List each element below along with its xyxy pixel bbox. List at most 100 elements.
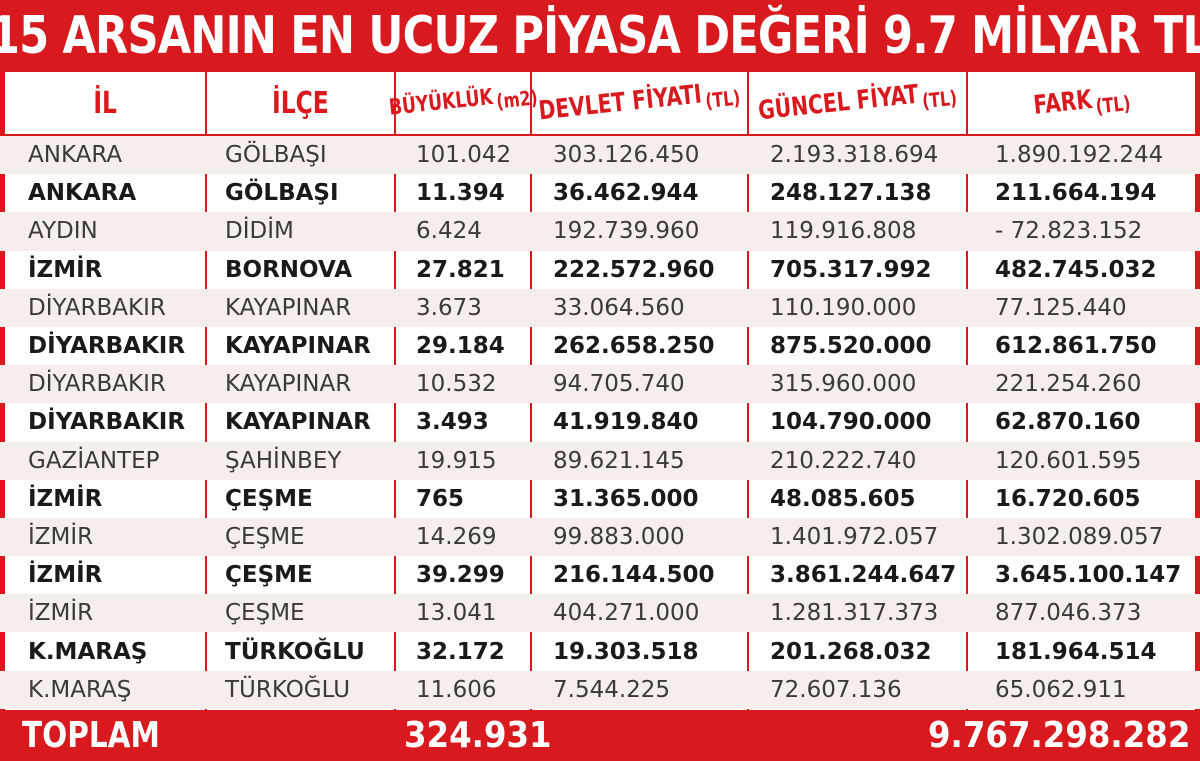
cell-ilce: KAYAPINAR bbox=[225, 409, 371, 436]
cell-devlet-fiyati: 99.883.000 bbox=[553, 523, 685, 550]
data-table: İL İLÇE BÜYÜKLÜK(m2) DEVLET FİYATI(TL) G… bbox=[0, 72, 1200, 710]
table-row: ANKARA GÖLBAŞI 11.394 36.462.944 248.127… bbox=[0, 174, 1200, 212]
cell-ilce: TÜRKOĞLU bbox=[225, 638, 365, 665]
cell-buyukluk: 11.394 bbox=[416, 180, 505, 207]
cell-fark: 120.601.595 bbox=[995, 447, 1142, 474]
cell-il: İZMİR bbox=[28, 562, 103, 589]
header-guncel-text: GÜNCEL FİYAT bbox=[756, 79, 920, 127]
cell-ilce: DİDİM bbox=[225, 218, 294, 245]
cell-guncel-fiyat: 705.317.992 bbox=[770, 256, 932, 283]
cell-ilce: ŞAHİNBEY bbox=[225, 447, 342, 474]
table-header: İL İLÇE BÜYÜKLÜK(m2) DEVLET FİYATI(TL) G… bbox=[0, 72, 1200, 136]
cell-guncel-fiyat: 875.520.000 bbox=[770, 333, 932, 360]
cell-guncel-fiyat: 110.190.000 bbox=[770, 294, 917, 321]
table-row: AYDIN DİDİM 6.424 192.739.960 119.916.80… bbox=[0, 212, 1200, 251]
cell-buyukluk: 32.172 bbox=[416, 638, 505, 665]
cell-il: İZMİR bbox=[28, 523, 94, 550]
cell-il: AYDIN bbox=[28, 218, 98, 245]
cell-fark: 612.861.750 bbox=[995, 333, 1157, 360]
cell-buyukluk: 101.042 bbox=[416, 142, 512, 169]
cell-ilce: KAYAPINAR bbox=[225, 294, 352, 321]
cell-devlet-fiyati: 89.621.145 bbox=[553, 447, 685, 474]
cell-guncel-fiyat: 248.127.138 bbox=[770, 180, 932, 207]
cell-il: İZMİR bbox=[28, 485, 103, 512]
cell-il: İZMİR bbox=[28, 600, 94, 627]
title-bar: 15 ARSANIN EN UCUZ PİYASA DEĞERİ 9.7 MİL… bbox=[0, 0, 1200, 72]
cell-ilce: ÇEŞME bbox=[225, 523, 305, 550]
table-row: İZMİR BORNOVA 27.821 222.572.960 705.317… bbox=[0, 251, 1200, 289]
table-row: K.MARAŞ TÜRKOĞLU 32.172 19.303.518 201.2… bbox=[0, 632, 1200, 670]
table-row: GAZİANTEP ŞAHİNBEY 19.915 89.621.145 210… bbox=[0, 441, 1200, 480]
header-guncel-label: GÜNCEL FİYAT(TL) bbox=[757, 76, 958, 131]
cell-fark: - 72.823.152 bbox=[995, 218, 1143, 245]
cell-guncel-fiyat: 104.790.000 bbox=[770, 409, 932, 436]
cell-guncel-fiyat: 1.281.317.373 bbox=[770, 600, 939, 627]
totals-buyukluk: 324.931 bbox=[404, 715, 552, 756]
cell-guncel-fiyat: 2.193.318.694 bbox=[770, 142, 939, 169]
header-devlet-unit: (TL) bbox=[704, 85, 742, 114]
cell-il: İZMİR bbox=[28, 256, 103, 283]
cell-ilce: ÇEŞME bbox=[225, 485, 313, 512]
cell-fark: 221.254.260 bbox=[995, 371, 1142, 398]
cell-guncel-fiyat: 119.916.808 bbox=[770, 218, 917, 245]
cell-ilce: TÜRKOĞLU bbox=[225, 676, 351, 703]
cell-buyukluk: 10.532 bbox=[416, 371, 497, 398]
cell-devlet-fiyati: 192.739.960 bbox=[553, 218, 700, 245]
cell-il: ANKARA bbox=[28, 142, 123, 169]
cell-fark: 482.745.032 bbox=[995, 256, 1157, 283]
cell-buyukluk: 27.821 bbox=[416, 256, 505, 283]
cell-buyukluk: 3.673 bbox=[416, 294, 482, 321]
header-fark-text: FARK bbox=[1031, 84, 1094, 121]
cell-guncel-fiyat: 210.222.740 bbox=[770, 447, 917, 474]
totals-fark: 9.767.298.282 bbox=[928, 715, 1191, 756]
header-ilce-label: İLÇE bbox=[272, 85, 329, 121]
cell-buyukluk: 6.424 bbox=[416, 218, 482, 245]
cell-il: ANKARA bbox=[28, 180, 137, 207]
cell-buyukluk: 19.915 bbox=[416, 447, 497, 474]
cell-fark: 65.062.911 bbox=[995, 676, 1127, 703]
table-row: İZMİR ÇEŞME 765 31.365.000 48.085.605 16… bbox=[0, 480, 1200, 518]
cell-ilce: GÖLBAŞI bbox=[225, 180, 339, 207]
header-buyukluk-label: BÜYÜKLÜK(m2) bbox=[388, 81, 539, 126]
cell-fark: 877.046.373 bbox=[995, 600, 1142, 627]
header-devlet-fiyati: DEVLET FİYATI(TL) bbox=[532, 72, 747, 134]
cell-fark: 16.720.605 bbox=[995, 485, 1141, 512]
cell-il: DİYARBAKIR bbox=[28, 294, 166, 321]
cell-devlet-fiyati: 303.126.450 bbox=[553, 142, 700, 169]
cell-guncel-fiyat: 1.401.972.057 bbox=[770, 523, 939, 550]
cell-il: DİYARBAKIR bbox=[28, 333, 186, 360]
cell-buyukluk: 11.606 bbox=[416, 676, 497, 703]
header-ilce: İLÇE bbox=[207, 72, 394, 134]
cell-ilce: GÖLBAŞI bbox=[225, 142, 327, 169]
cell-il: K.MARAŞ bbox=[28, 676, 132, 703]
cell-fark: 77.125.440 bbox=[995, 294, 1127, 321]
table-row: İZMİR ÇEŞME 14.269 99.883.000 1.401.972.… bbox=[0, 517, 1200, 557]
header-guncel-unit: (TL) bbox=[921, 85, 959, 114]
table-row: DİYARBAKIR KAYAPINAR 10.532 94.705.740 3… bbox=[0, 365, 1200, 404]
table-row: İZMİR ÇEŞME 13.041 404.271.000 1.281.317… bbox=[0, 594, 1200, 633]
cell-devlet-fiyati: 94.705.740 bbox=[553, 371, 685, 398]
totals-bar: TOPLAM 324.931 9.767.298.282 bbox=[0, 710, 1200, 761]
header-devlet-label: DEVLET FİYATI(TL) bbox=[537, 75, 741, 130]
cell-fark: 62.870.160 bbox=[995, 409, 1141, 436]
cell-fark: 181.964.514 bbox=[995, 638, 1157, 665]
cell-ilce: BORNOVA bbox=[225, 256, 353, 283]
cell-devlet-fiyati: 262.658.250 bbox=[553, 333, 715, 360]
cell-devlet-fiyati: 33.064.560 bbox=[553, 294, 685, 321]
cell-devlet-fiyati: 19.303.518 bbox=[553, 638, 699, 665]
header-il-label: İL bbox=[93, 85, 117, 121]
cell-buyukluk: 765 bbox=[416, 485, 465, 512]
cell-ilce: KAYAPINAR bbox=[225, 371, 352, 398]
cell-fark: 3.645.100.147 bbox=[995, 562, 1182, 589]
cell-devlet-fiyati: 36.462.944 bbox=[553, 180, 699, 207]
cell-guncel-fiyat: 201.268.032 bbox=[770, 638, 932, 665]
table-row: K.MARAŞ TÜRKOĞLU 11.606 7.544.225 72.607… bbox=[0, 670, 1200, 709]
cell-buyukluk: 3.493 bbox=[416, 409, 489, 436]
header-guncel-fiyat: GÜNCEL FİYAT(TL) bbox=[749, 72, 966, 134]
cell-fark: 1.302.089.057 bbox=[995, 523, 1164, 550]
cell-guncel-fiyat: 315.960.000 bbox=[770, 371, 917, 398]
cell-buyukluk: 13.041 bbox=[416, 600, 497, 627]
cell-guncel-fiyat: 3.861.244.647 bbox=[770, 562, 957, 589]
cell-buyukluk: 29.184 bbox=[416, 333, 505, 360]
cell-buyukluk: 14.269 bbox=[416, 523, 497, 550]
